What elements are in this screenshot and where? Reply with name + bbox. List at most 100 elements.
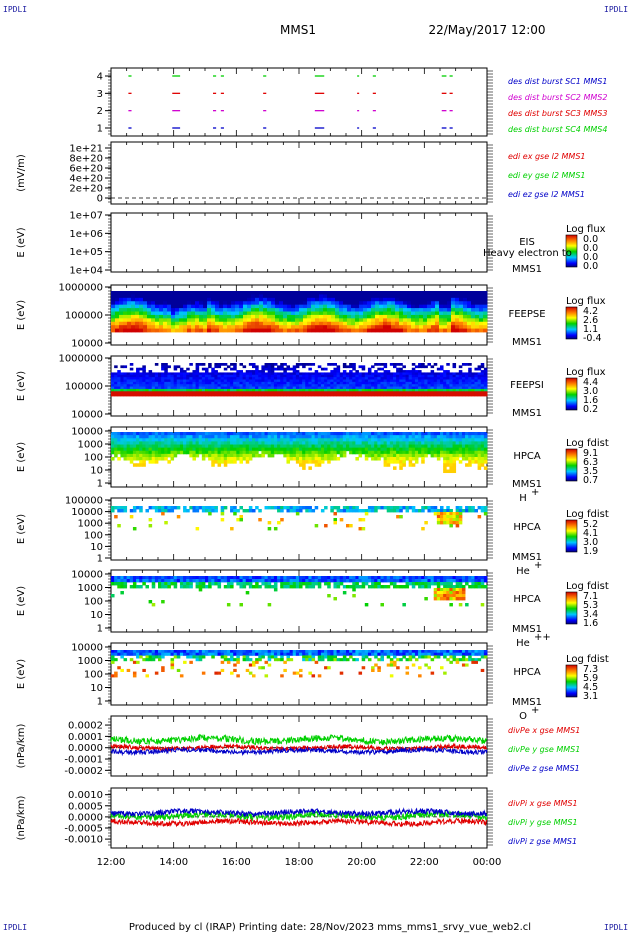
heat-cell (242, 438, 247, 442)
heat-cell (399, 308, 404, 312)
heat-cell (214, 377, 218, 380)
heat-cell (449, 453, 453, 458)
heat-cell (393, 384, 397, 387)
heat-cell (440, 374, 444, 378)
heat-cell (351, 291, 356, 295)
heat-cell (198, 393, 203, 397)
heat-cell (427, 321, 432, 326)
heat-cell (463, 321, 468, 326)
heat-cell (126, 453, 131, 458)
heat-cell (452, 374, 457, 378)
heat-cell (270, 453, 275, 458)
heat-cell (364, 457, 369, 461)
heat-cell (349, 393, 353, 397)
heat-cell (183, 509, 187, 513)
heat-cell (226, 388, 231, 392)
heat-cell (280, 365, 284, 369)
y-axis-label-hpca_he: E (eV) (16, 514, 27, 544)
heat-cell (236, 432, 240, 436)
heat-cell (201, 384, 206, 387)
heat-cell (286, 386, 290, 390)
heat-cell (418, 450, 422, 455)
heat-cell (161, 585, 165, 589)
heat-cell (443, 304, 448, 309)
heat-cell (123, 435, 128, 439)
heat-cell (324, 367, 328, 371)
heat-cell (477, 374, 482, 378)
heat-cell (189, 444, 193, 449)
heat-cell (359, 301, 364, 306)
heat-cell (375, 294, 380, 299)
heat-cell (135, 308, 140, 312)
heat-cell (267, 328, 272, 333)
heat-cell (355, 381, 359, 385)
heat-cell (359, 321, 364, 326)
heat-cell (443, 314, 448, 319)
heat-cell (120, 509, 124, 513)
heat-cell (164, 377, 168, 380)
heat-cell (223, 447, 228, 452)
heat-cell (120, 447, 124, 452)
heat-cell (215, 318, 220, 323)
heat-cell (361, 438, 366, 442)
heat-cell (289, 367, 294, 371)
heat-cell (255, 585, 259, 589)
heat-cell (342, 372, 347, 376)
heat-cell (443, 457, 447, 461)
heat-cell (220, 432, 225, 436)
heat-cell (295, 301, 300, 306)
heat-cell (123, 585, 128, 589)
heat-cell (283, 308, 288, 312)
heat-cell (424, 386, 428, 390)
heat-cell (323, 325, 328, 329)
legend-burst-3: des dist burst SC4 MMS4 (508, 125, 607, 134)
heat-cell (399, 441, 403, 445)
heat-cell (259, 308, 264, 312)
heat-cell (264, 435, 269, 439)
heat-cell (235, 321, 240, 326)
heat-cell (164, 506, 168, 510)
heat-cell (367, 509, 372, 513)
heat-cell (479, 311, 484, 316)
heat-cell (346, 381, 350, 385)
heat-cell (305, 457, 309, 461)
heat-cell (251, 314, 256, 319)
heat-cell (336, 444, 341, 449)
heat-cell (474, 441, 478, 445)
heat-cell (431, 294, 436, 299)
heat-cell (292, 379, 297, 383)
heat-cell (139, 384, 143, 387)
heat-cell (371, 457, 375, 461)
heat-cell (355, 321, 360, 326)
heat-cell (292, 447, 297, 452)
heat-cell (211, 453, 215, 458)
heat-cell (239, 379, 243, 383)
heat-cell (295, 321, 300, 326)
heat-cell (173, 367, 178, 371)
heat-cell (154, 506, 159, 510)
heat-cell (451, 297, 456, 302)
heat-cell (351, 304, 356, 309)
heat-cell (117, 576, 121, 580)
heat-cell (151, 444, 156, 449)
heat-cell (349, 506, 353, 510)
heat-cell (201, 363, 206, 366)
heat-cell (291, 297, 296, 302)
heat-cell (427, 297, 432, 302)
colorbar-title-hpca_h: Log fdist (566, 438, 609, 449)
heat-cell (283, 294, 288, 299)
heat-cell (148, 370, 153, 373)
heat-cell (151, 301, 156, 306)
heat-cell (198, 450, 203, 455)
heat-cell (323, 308, 328, 312)
heat-cell (154, 576, 159, 580)
heat-cell (302, 432, 306, 436)
heat-cell (289, 372, 294, 376)
heat-cell (263, 325, 268, 329)
heat-cell (443, 432, 447, 436)
heat-cell (342, 381, 347, 385)
heat-cell (440, 391, 444, 395)
heat-cell (330, 509, 334, 513)
heat-cell (280, 391, 284, 395)
heat-cell (483, 460, 488, 464)
